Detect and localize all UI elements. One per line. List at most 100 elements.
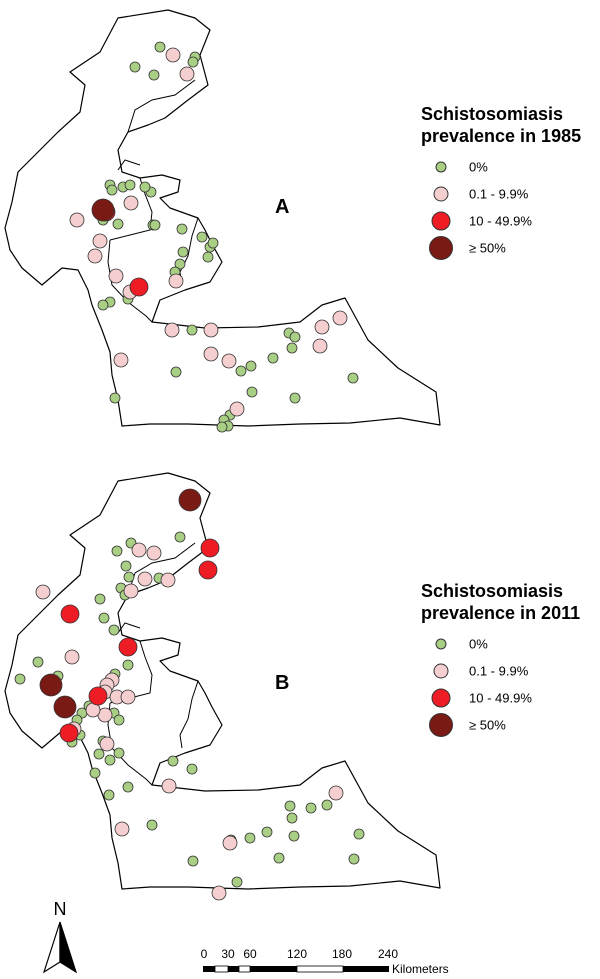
scale-segment xyxy=(228,966,239,972)
survey-site-point xyxy=(200,538,220,558)
district-boundary xyxy=(117,622,141,634)
legend-label: 0% xyxy=(469,636,488,651)
survey-site-point xyxy=(222,835,238,851)
survey-site-point xyxy=(288,830,300,842)
survey-site-point xyxy=(108,268,124,284)
survey-site-point xyxy=(198,560,218,580)
survey-site-point xyxy=(289,392,301,404)
survey-site-point xyxy=(106,184,118,196)
survey-site-point xyxy=(305,802,317,814)
survey-site-point xyxy=(203,322,219,338)
survey-site-point xyxy=(187,56,199,68)
survey-site-point xyxy=(92,233,108,249)
legend-title: Schistosomiasis prevalence in 1985 xyxy=(421,104,582,146)
legend-label: 0.1 - 9.9% xyxy=(469,663,529,678)
survey-site-point xyxy=(244,832,256,844)
scale-segment xyxy=(343,966,389,972)
survey-site-point xyxy=(165,47,181,63)
survey-site-point xyxy=(123,571,135,583)
survey-site-point xyxy=(97,299,109,311)
survey-site-point xyxy=(167,755,179,767)
district-boundary xyxy=(127,79,196,133)
legend-symbol xyxy=(433,663,449,678)
survey-site-point xyxy=(129,61,141,73)
legend-label: ≥ 50% xyxy=(469,240,506,255)
survey-site-point xyxy=(59,723,79,743)
survey-site-point xyxy=(348,853,360,865)
scale-label: 180 xyxy=(332,947,352,961)
survey-site-point xyxy=(314,319,330,335)
survey-site-point xyxy=(179,66,195,82)
survey-site-point xyxy=(154,41,166,53)
survey-site-point xyxy=(98,612,110,624)
survey-site-point xyxy=(284,800,296,812)
survey-site-point xyxy=(109,392,121,404)
survey-site-point xyxy=(113,714,125,726)
survey-site-point xyxy=(174,531,186,543)
north-label: N xyxy=(54,899,67,919)
survey-site-point xyxy=(170,366,182,378)
survey-site-point xyxy=(196,231,208,243)
survey-site-point xyxy=(211,885,227,901)
survey-site-point xyxy=(286,342,298,354)
legend-item-2: 10 - 49.9% xyxy=(421,207,596,234)
survey-site-point xyxy=(353,828,365,840)
map-panel-a xyxy=(4,9,441,433)
survey-site-point xyxy=(88,686,108,706)
scale-label: 240 xyxy=(378,947,398,961)
survey-site-point xyxy=(120,560,132,572)
legend-symbol xyxy=(431,211,451,230)
survey-site-point xyxy=(245,360,257,372)
survey-site-point xyxy=(113,352,129,368)
survey-site-point xyxy=(129,277,149,297)
district-boundary xyxy=(117,159,141,171)
survey-site-point xyxy=(187,855,199,867)
scale-label: 0 xyxy=(201,947,208,961)
legend-symbol xyxy=(431,688,451,707)
survey-site-point xyxy=(111,545,123,557)
legend-item-3: ≥ 50% xyxy=(421,711,596,738)
survey-site-point xyxy=(123,195,139,211)
survey-site-point xyxy=(178,488,202,512)
survey-site-point xyxy=(131,542,147,558)
survey-site-point xyxy=(207,237,219,249)
scale-label: 120 xyxy=(287,947,307,961)
survey-site-point xyxy=(99,736,115,752)
survey-site-point xyxy=(328,785,344,801)
survey-site-point xyxy=(108,624,120,636)
survey-site-point xyxy=(161,778,177,794)
scale-label: 30 xyxy=(221,947,235,961)
survey-site-point xyxy=(64,649,80,665)
map-panel-b xyxy=(4,472,441,901)
district-boundary xyxy=(107,239,153,323)
legend-item-0: 0% xyxy=(421,630,596,657)
survey-site-point xyxy=(289,331,301,343)
legend-symbol xyxy=(435,638,447,649)
survey-site-point xyxy=(120,689,136,705)
survey-site-point xyxy=(91,198,115,222)
survey-site-point xyxy=(89,767,101,779)
survey-site-point xyxy=(347,372,359,384)
survey-site-point xyxy=(148,69,160,81)
legend-symbol xyxy=(433,186,449,201)
survey-site-point xyxy=(202,251,214,263)
scale-segment xyxy=(203,966,215,972)
survey-site-point xyxy=(113,747,125,759)
survey-site-point xyxy=(267,352,279,364)
survey-site-point xyxy=(186,324,198,336)
survey-site-point xyxy=(177,246,189,258)
legend-item-1: 0.1 - 9.9% xyxy=(421,657,596,684)
scale-unit: Kilometers xyxy=(392,962,449,976)
survey-site-point xyxy=(160,572,176,588)
scale-bar: 0 30 60 120 180 240 Kilometers xyxy=(201,947,449,976)
survey-site-point xyxy=(103,789,115,801)
legend-label: 10 - 49.9% xyxy=(469,690,532,705)
survey-site-point xyxy=(186,763,198,775)
survey-site-point xyxy=(32,656,44,668)
panel-label-a: A xyxy=(275,196,290,218)
survey-site-point xyxy=(104,754,116,766)
survey-site-point xyxy=(176,223,188,235)
survey-site-point xyxy=(229,401,245,417)
survey-site-point xyxy=(286,812,298,824)
legend-title: Schistosomiasis prevalence in 2011 xyxy=(421,581,581,623)
